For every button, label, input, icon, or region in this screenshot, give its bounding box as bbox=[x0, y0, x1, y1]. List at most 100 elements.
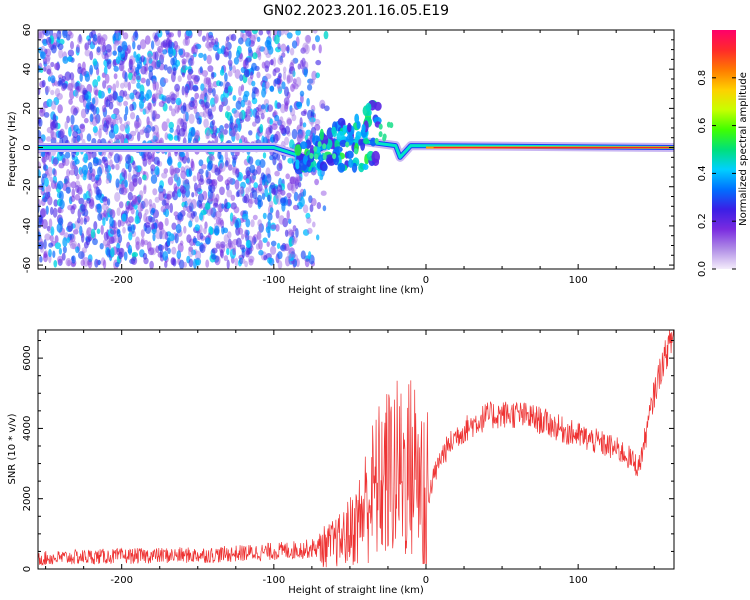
noise-blob bbox=[215, 210, 222, 219]
noise-blob bbox=[45, 48, 52, 57]
noise-blob bbox=[210, 71, 215, 80]
noise-blob bbox=[143, 184, 147, 191]
noise-blob bbox=[152, 78, 157, 87]
noise-blob bbox=[277, 260, 283, 269]
noise-blob bbox=[113, 65, 119, 72]
noise-blob bbox=[64, 121, 68, 130]
noise-blob bbox=[114, 261, 120, 268]
noise-blob bbox=[205, 132, 209, 140]
noise-blob bbox=[72, 107, 78, 116]
noise-blob bbox=[249, 34, 256, 44]
noise-blob bbox=[228, 50, 232, 60]
noise-blob bbox=[86, 227, 93, 236]
noise-blob bbox=[70, 105, 77, 115]
noise-blob bbox=[145, 215, 152, 225]
noise-blob bbox=[212, 87, 216, 97]
noise-blob bbox=[134, 30, 138, 38]
noise-blob bbox=[50, 128, 54, 139]
noise-blob bbox=[115, 31, 119, 40]
noise-blob bbox=[231, 154, 238, 160]
noise-blob bbox=[217, 174, 224, 182]
noise-blob bbox=[171, 108, 176, 117]
noise-blob bbox=[261, 192, 266, 200]
noise-blob bbox=[240, 84, 245, 92]
noise-blob bbox=[50, 121, 56, 130]
noise-blob bbox=[68, 126, 72, 137]
noise-blob bbox=[104, 163, 109, 169]
noise-blob bbox=[130, 224, 135, 235]
noise-blob bbox=[156, 160, 160, 167]
noise-blob bbox=[94, 89, 99, 97]
noise-blob bbox=[108, 236, 115, 245]
noise-blob bbox=[118, 132, 122, 140]
noise-blob bbox=[272, 151, 278, 160]
noise-blob bbox=[211, 132, 217, 139]
noise-blob bbox=[316, 234, 320, 241]
noise-blob bbox=[252, 86, 258, 94]
noise-blob bbox=[135, 241, 141, 250]
noise-blob bbox=[291, 128, 298, 140]
noise-blob bbox=[154, 60, 161, 70]
noise-blob bbox=[38, 215, 43, 223]
noise-blob bbox=[214, 94, 219, 104]
turbulence-blob bbox=[374, 101, 382, 111]
noise-blob bbox=[251, 80, 256, 87]
noise-blob bbox=[102, 217, 106, 227]
noise-blob bbox=[146, 116, 150, 126]
noise-blob bbox=[54, 62, 61, 71]
noise-blob bbox=[190, 126, 196, 137]
noise-blob bbox=[277, 42, 281, 50]
noise-blob bbox=[54, 235, 59, 244]
noise-blob bbox=[159, 77, 166, 88]
noise-blob bbox=[164, 217, 169, 227]
noise-blob bbox=[194, 250, 202, 261]
noise-blob bbox=[297, 129, 304, 139]
noise-blob bbox=[280, 197, 287, 204]
noise-blob bbox=[157, 30, 163, 38]
noise-blob bbox=[38, 31, 42, 42]
noise-blob bbox=[176, 250, 182, 260]
noise-blob bbox=[304, 258, 310, 268]
noise-blob bbox=[242, 94, 248, 103]
noise-blob bbox=[38, 30, 43, 39]
noise-blob bbox=[40, 208, 47, 217]
noise-blob bbox=[106, 120, 110, 129]
noise-blob bbox=[143, 239, 149, 246]
colorbar-tick-label: 0.8 bbox=[697, 70, 708, 86]
noise-blob bbox=[250, 219, 255, 228]
noise-blob bbox=[57, 180, 64, 190]
noise-blob bbox=[82, 257, 90, 267]
noise-blob bbox=[38, 161, 42, 171]
noise-blob bbox=[229, 240, 234, 248]
noise-blob bbox=[244, 260, 249, 268]
noise-blob bbox=[121, 187, 128, 196]
noise-blob bbox=[113, 153, 120, 164]
noise-blob bbox=[186, 212, 193, 218]
noise-blob bbox=[312, 221, 316, 228]
turbulence-blob bbox=[347, 122, 352, 133]
turbulence-blob bbox=[362, 163, 369, 170]
noise-blob bbox=[47, 76, 52, 82]
noise-blob bbox=[274, 34, 280, 45]
noise-blob bbox=[103, 259, 107, 269]
noise-blob bbox=[40, 51, 46, 60]
noise-blob bbox=[41, 176, 45, 186]
noise-blob bbox=[77, 217, 81, 224]
noise-blob bbox=[122, 32, 129, 40]
noise-blob bbox=[71, 78, 75, 88]
noise-blob bbox=[183, 261, 188, 268]
noise-blob bbox=[210, 104, 217, 112]
noise-blob bbox=[270, 240, 277, 247]
noise-blob bbox=[205, 259, 210, 268]
noise-blob bbox=[101, 44, 106, 53]
noise-blob bbox=[84, 42, 90, 50]
noise-blob bbox=[256, 231, 262, 241]
noise-blob bbox=[254, 115, 261, 124]
noise-blob bbox=[43, 239, 47, 250]
noise-blob bbox=[102, 239, 108, 247]
noise-blob bbox=[62, 237, 68, 248]
noise-blob bbox=[230, 122, 235, 131]
noise-blob bbox=[262, 237, 268, 243]
